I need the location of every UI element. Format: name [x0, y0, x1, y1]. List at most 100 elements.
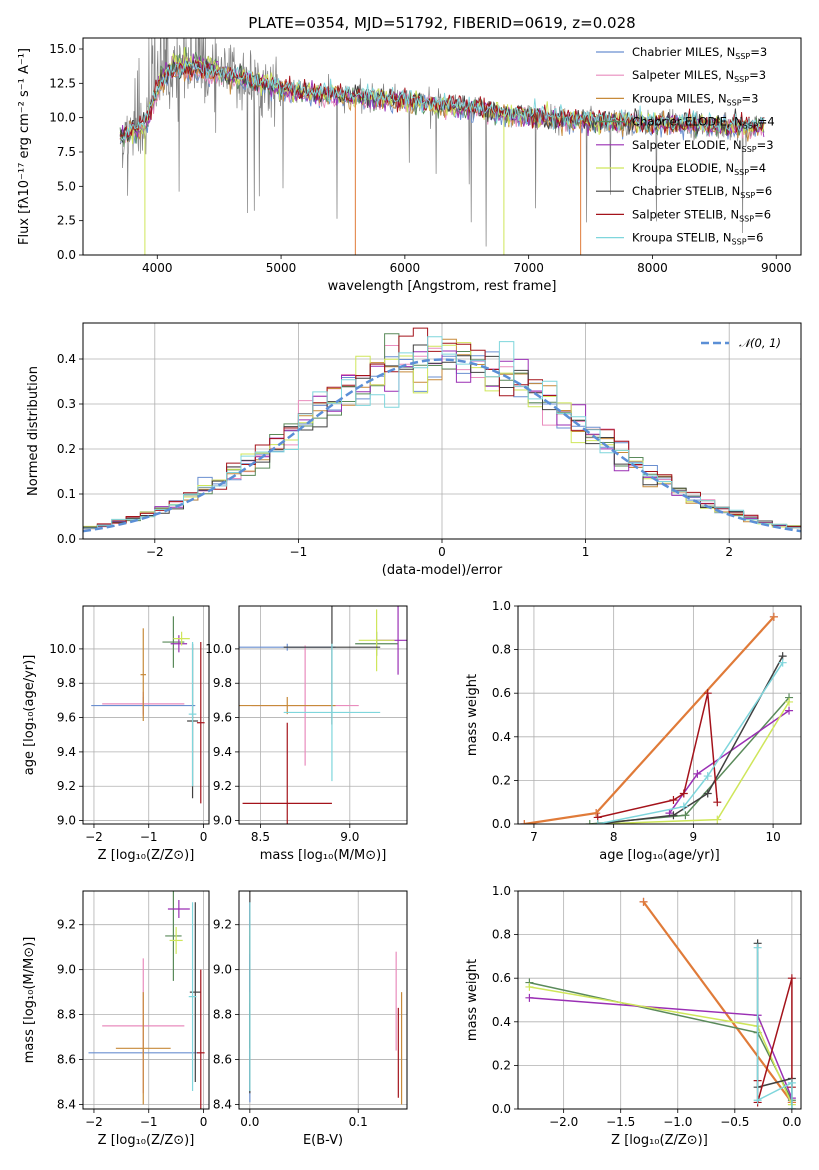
axes-frame — [82, 605, 210, 825]
weight-marker — [787, 974, 796, 983]
errorbar-point — [140, 628, 146, 722]
y-tick-label: 2.5 — [57, 214, 76, 228]
axes-frame — [82, 890, 210, 1110]
weight-line — [524, 616, 775, 824]
x-tick-label: 5000 — [266, 261, 297, 275]
weight-marker — [593, 820, 602, 824]
weight-marker — [713, 815, 722, 824]
legend-suffix: =3 — [757, 138, 774, 152]
weight-marker — [703, 789, 712, 798]
legend-entry: Kroupa STELIB, NSSP=6 — [632, 231, 763, 247]
y-tick-label: 5.0 — [57, 179, 76, 193]
y-tick-label: 0.8 — [492, 928, 511, 942]
y-tick-label: 0.0 — [492, 817, 511, 831]
panel-mass-vs-EBV: 0.0 0.1 8.4 8.6 8.8 9.0 9.2 E(B-V) — [213, 890, 408, 1148]
errorbar-point — [196, 642, 205, 804]
legend-entry: Salpeter ELODIE, NSSP=3 — [632, 138, 774, 154]
y-axis-label: mass weight — [465, 674, 480, 756]
weight-marker — [525, 993, 534, 1002]
plot-area — [119, 38, 765, 255]
weight-marker — [679, 789, 688, 798]
y-tick-label: 8.8 — [57, 1008, 76, 1022]
chart-title: PLATE=0354, MJD=51792, FIBERID=0619, z=0… — [248, 14, 635, 32]
weight-marker — [769, 612, 778, 621]
legend-label: Salpeter STELIB, N — [632, 207, 739, 221]
legend-entry: Kroupa MILES, NSSP=3 — [632, 91, 758, 107]
x-axis-label: E(B-V) — [303, 1133, 343, 1148]
weight-marker — [520, 820, 529, 824]
legend-entry: Kroupa ELODIE, NSSP=4 — [632, 161, 766, 177]
y-tick-label: 0.4 — [57, 352, 76, 366]
x-axis-label: age [log₁₀(age/yr)] — [599, 848, 720, 863]
errorbar-point — [283, 643, 381, 782]
plot-area — [239, 606, 407, 824]
y-tick-label: 9.8 — [57, 676, 76, 690]
y-tick-label: 9.0 — [57, 963, 76, 977]
x-tick-label: 7 — [530, 830, 538, 844]
x-tick-label: 9.0 — [340, 830, 359, 844]
x-tick-label: 6000 — [390, 261, 421, 275]
histogram-chabrier-stelib — [83, 344, 801, 528]
weight-marker — [753, 943, 762, 952]
y-tick-label: 8.4 — [213, 1098, 232, 1112]
legend-label: Kroupa STELIB, N — [632, 231, 732, 245]
weight-line — [524, 616, 775, 824]
weight-marker — [753, 1096, 762, 1105]
y-tick-label: 7.5 — [57, 145, 76, 159]
axes-frame — [82, 37, 802, 256]
weight-line — [524, 616, 775, 824]
weight-marker — [669, 796, 678, 805]
legend-sub: SSP — [740, 191, 755, 200]
y-tick-label: 9.6 — [213, 711, 232, 725]
weight-marker — [787, 1105, 796, 1109]
errorbar-point — [188, 902, 197, 1092]
legend-label: Salpeter ELODIE, N — [632, 138, 742, 152]
legend-entry: Chabrier ELODIE, NSSP=4 — [632, 115, 775, 131]
y-tick-label: 0.2 — [492, 773, 511, 787]
y-tick-label: 0.6 — [492, 686, 511, 700]
gaussian-curve — [83, 358, 801, 533]
plot-area — [83, 327, 801, 533]
x-axis-label: wavelength [Angstrom, rest frame] — [328, 279, 557, 294]
legend-sub: SSP — [734, 75, 749, 84]
legend-sub: SSP — [743, 122, 758, 131]
y-axis-label: Flux [fλ10⁻¹⁷ erg cm⁻² s⁻¹ A⁻¹] — [17, 48, 32, 245]
y-tick-label: 10.0 — [205, 642, 232, 656]
y-axis-label: mass weight — [465, 959, 480, 1041]
errorbar-point — [169, 926, 183, 954]
legend-label: Chabrier MILES, N — [632, 45, 735, 59]
y-axis-label: mass [log₁₀(M/M⊙)] — [22, 937, 37, 1064]
axes-frame — [82, 322, 802, 540]
y-tick-label: 9.2 — [57, 918, 76, 932]
x-tick-label: 2 — [725, 545, 733, 559]
panel-age-vs-mass: 8.5 9.0 9.0 9.2 9.4 9.6 9.8 10.0 mass [log₁₀(M/M… — [205, 605, 408, 863]
x-tick-label: −2.0 — [549, 1115, 578, 1129]
errorbar-point — [358, 609, 395, 672]
x-tick-label: 8000 — [637, 261, 668, 275]
legend-sub: SSP — [735, 52, 750, 61]
axes-frame — [238, 890, 408, 1110]
y-tick-label: 9.2 — [213, 918, 232, 932]
y-tick-label: 9.0 — [57, 814, 76, 828]
y-tick-label: 0.3 — [57, 397, 76, 411]
errorbar-point — [167, 899, 190, 918]
x-tick-label: 0 — [200, 1115, 208, 1129]
weight-marker — [703, 689, 712, 698]
legend-entry: Salpeter MILES, NSSP=3 — [632, 68, 766, 84]
y-tick-label: 15.0 — [49, 42, 76, 56]
y-tick-label: 8.8 — [213, 1008, 232, 1022]
weight-marker — [713, 798, 722, 807]
errorbar-point — [239, 696, 336, 715]
weight-marker — [585, 820, 594, 824]
weight-marker — [639, 897, 648, 906]
weight-line — [597, 655, 784, 824]
weight-marker — [693, 769, 702, 778]
legend-suffix: =6 — [754, 207, 771, 221]
x-tick-label: −1.0 — [663, 1115, 692, 1129]
weight-line — [529, 986, 793, 1105]
legend-label: Kroupa MILES, N — [632, 91, 727, 105]
panel-weight-vs-age: 7 8 9 10 0.0 0.2 0.4 0.6 0.8 1.0 age [log₁₀(age/yr… — [465, 599, 802, 863]
legend-entry: Chabrier MILES, NSSP=3 — [632, 45, 767, 61]
x-axis-label: Z [log₁₀(Z/Z⊙)] — [611, 1133, 708, 1148]
